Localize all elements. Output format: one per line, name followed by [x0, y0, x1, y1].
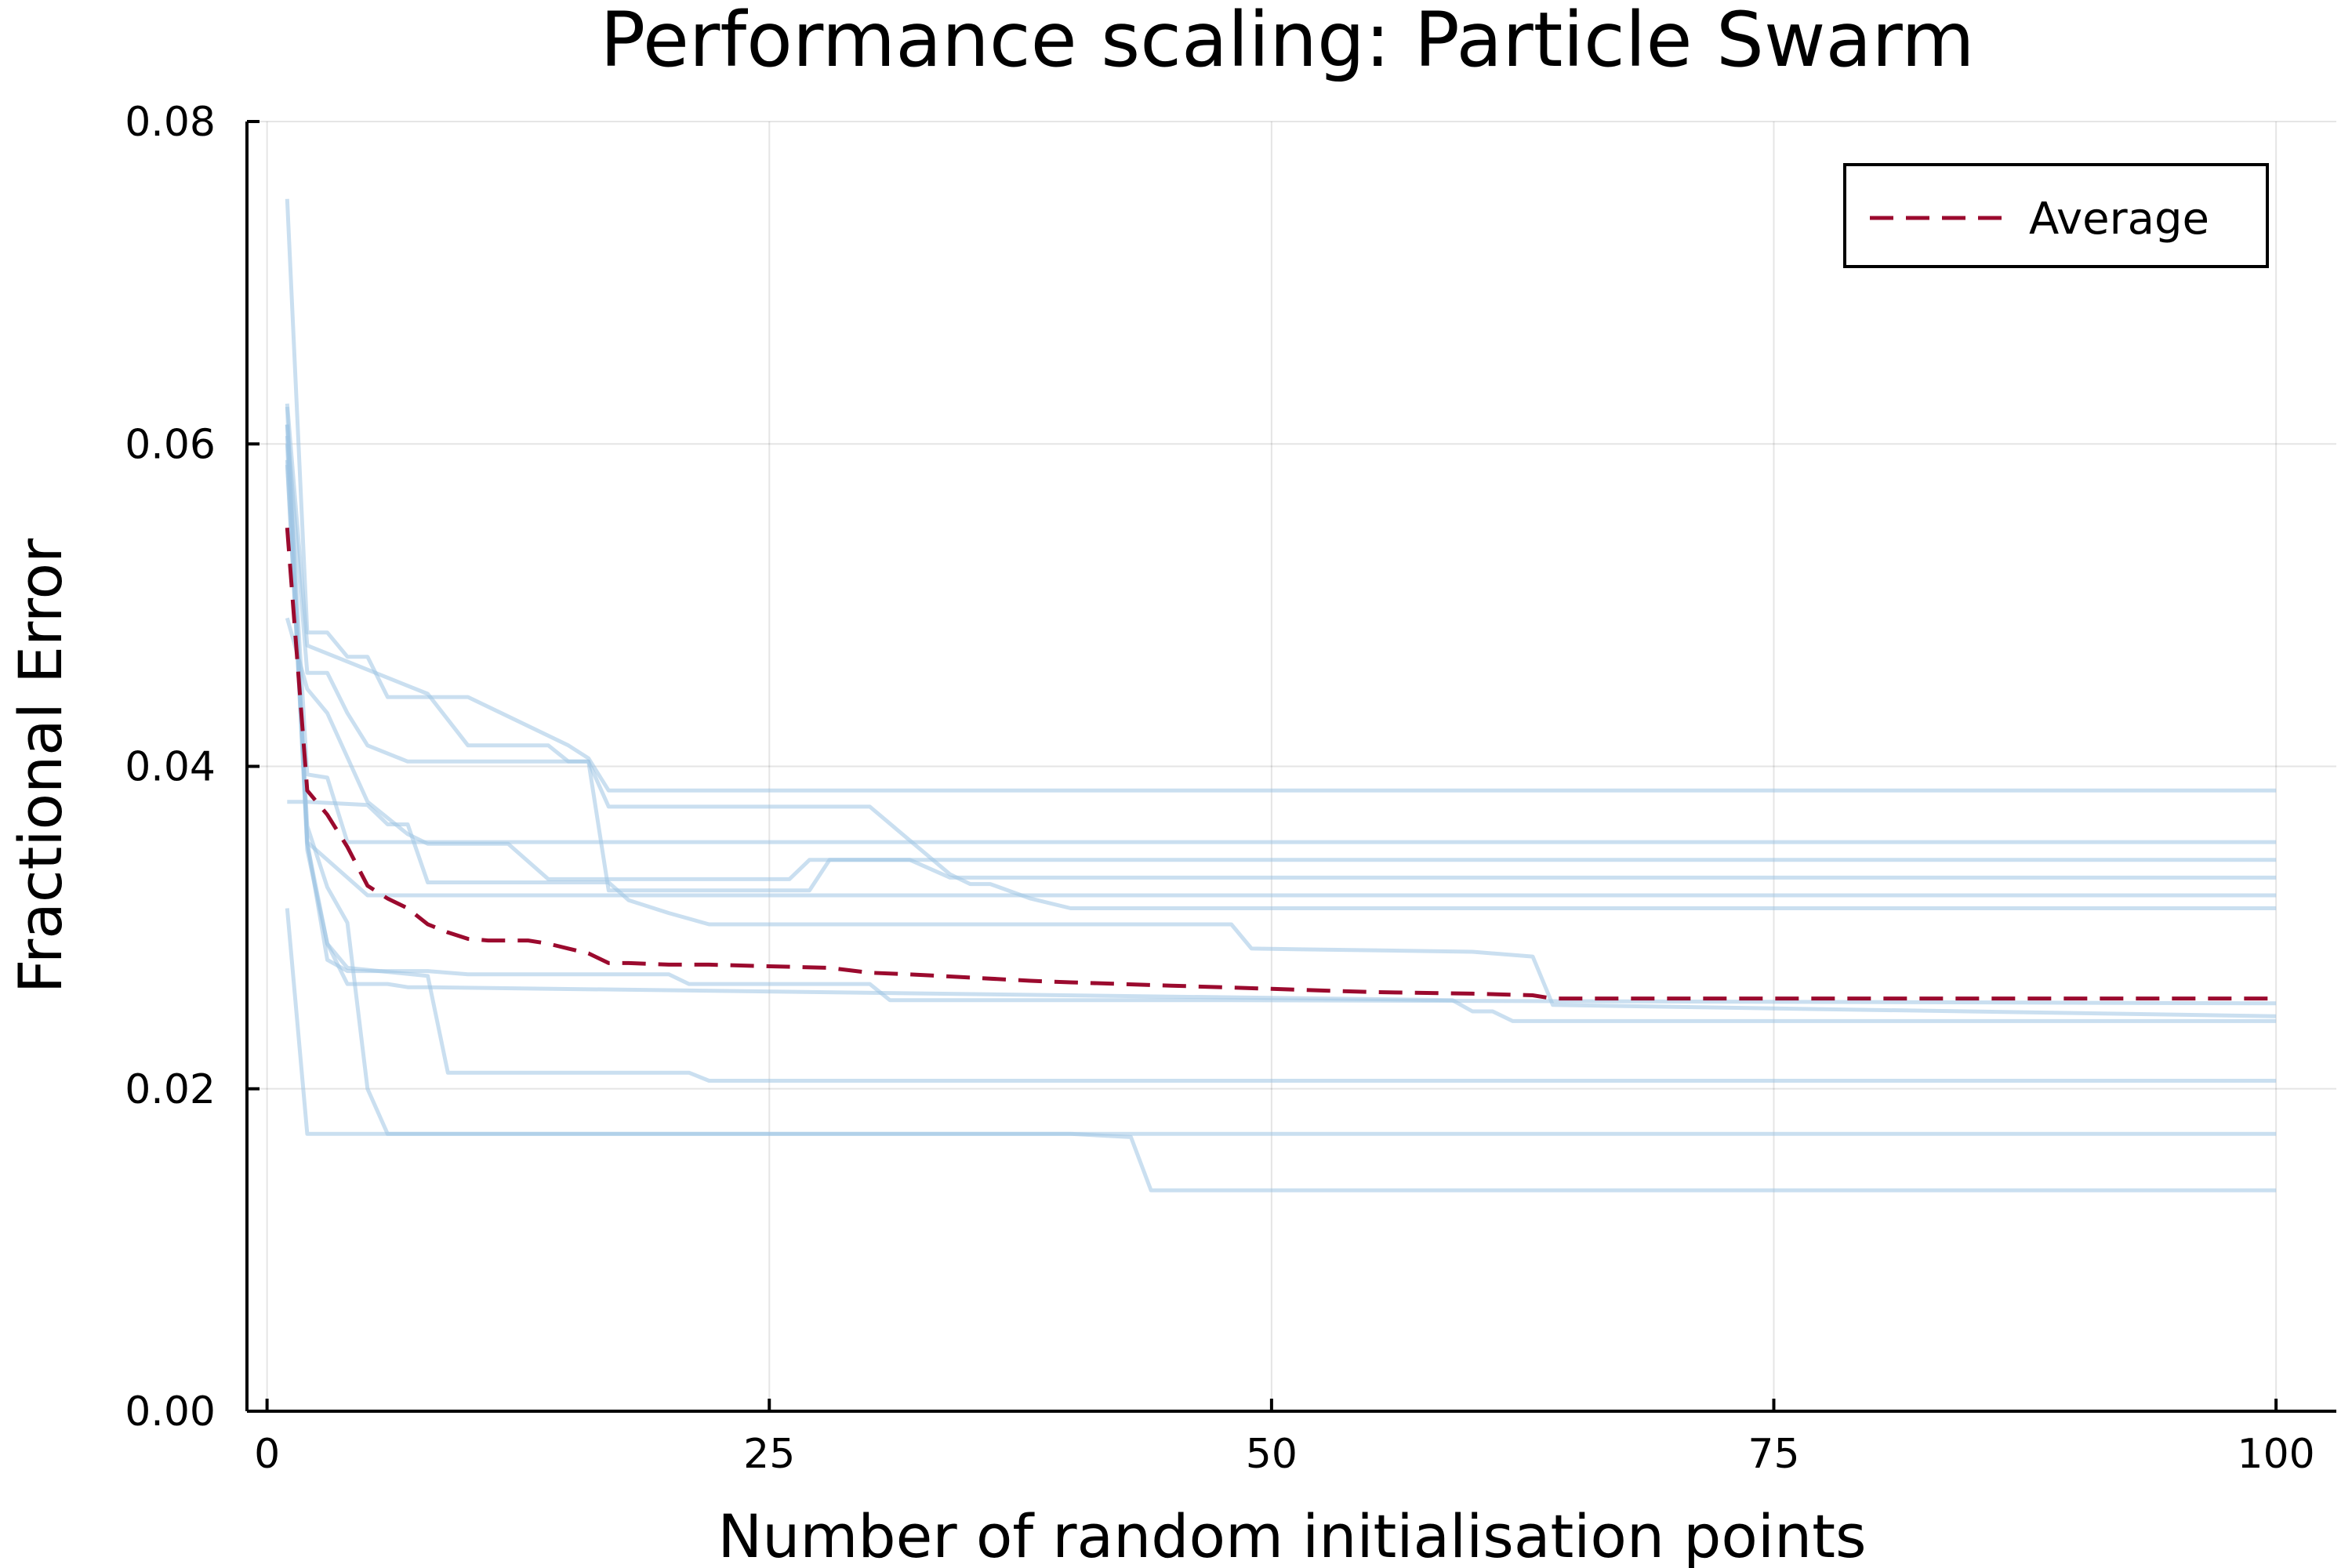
average-line [285, 528, 2277, 1001]
chart-title: Performance scaling: Particle Swarm [600, 0, 1974, 84]
trial-lines [285, 198, 2277, 1192]
trial-line [285, 406, 2277, 1023]
trial-line [285, 198, 2277, 793]
y-tick-label: 0.08 [125, 99, 216, 146]
x-tick-label: 25 [743, 1431, 795, 1478]
y-tick-label: 0.00 [125, 1388, 216, 1436]
trial-line [285, 459, 2277, 1006]
average-series [285, 528, 2277, 1001]
y-tick-label: 0.06 [125, 421, 216, 468]
x-tick-label: 75 [1748, 1431, 1799, 1478]
x-tick-label: 50 [1246, 1431, 1298, 1478]
legend-label-average: Average [2029, 194, 2209, 245]
x-tick-label: 100 [2237, 1431, 2314, 1478]
legend-box [1843, 163, 2269, 268]
y-tick-label: 0.02 [125, 1066, 216, 1113]
trial-line [287, 800, 2277, 1018]
y-tick-label: 0.04 [125, 744, 216, 791]
y-axis-label: Fractional Error [5, 538, 75, 993]
legend: Average [1843, 163, 2269, 268]
axis-ticks: 0 25 50 75 100 0.00 0.02 0.04 0.06 0.08 [125, 99, 2315, 1478]
x-tick-label: 0 [254, 1431, 280, 1478]
x-axis-label: Number of random initialisation points [717, 1501, 1866, 1568]
trial-line [285, 908, 2277, 1192]
